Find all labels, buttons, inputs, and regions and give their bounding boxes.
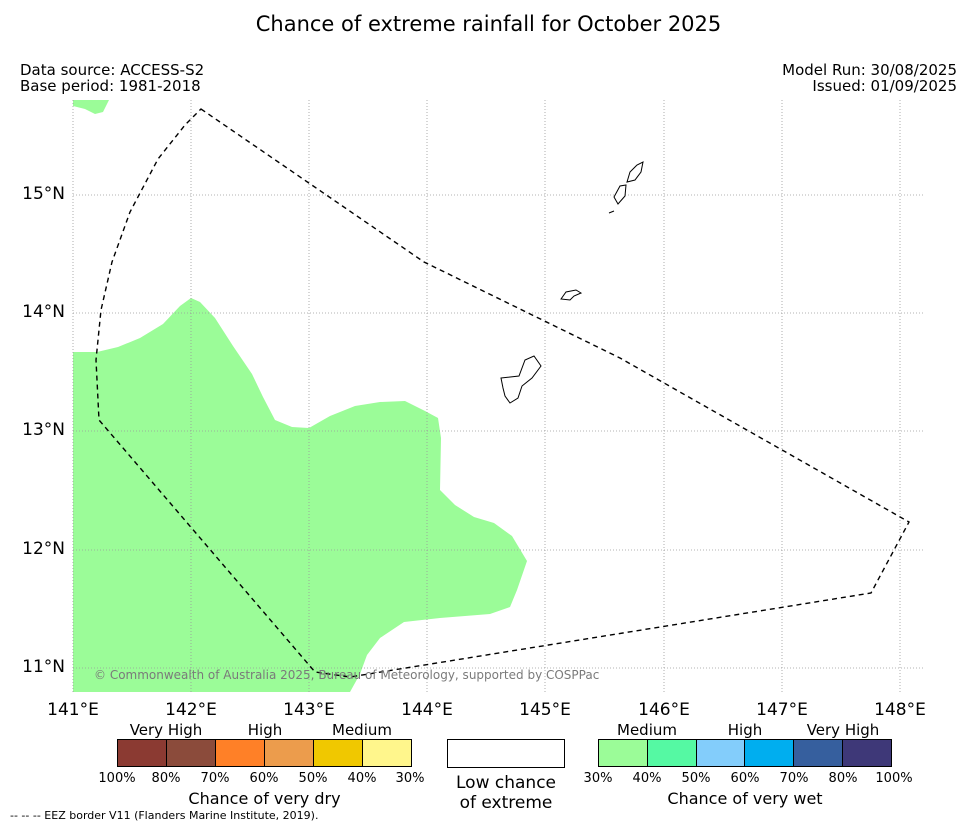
dry-tick: 40% [347,771,377,786]
wet-medium-header: Medium [617,721,677,739]
data-source-label: Data source: ACCESS-S2 [20,61,205,79]
wet-swatch [696,740,746,766]
dry-legend-title: Chance of very dry [188,789,341,808]
lon-label-142e: 142°E [165,700,217,720]
base-period-label: Base period: 1981-2018 [20,77,201,95]
wet-tick: 70% [779,771,809,786]
eez-border-note: -- -- -- EEZ border V11 (Flanders Marine… [10,809,319,822]
island-tinian [613,184,627,205]
dry-tick: 50% [298,771,328,786]
island-aguijan [608,210,615,214]
low-chance-swatch [447,739,565,768]
lon-label-144e: 144°E [401,700,453,720]
wet-tick: 40% [632,771,662,786]
wet-legend-title: Chance of very wet [667,789,823,808]
wet-region-main [73,298,527,692]
lon-label-143e: 143°E [283,700,335,720]
issued-label: Issued: 01/09/2025 [812,77,957,95]
wet-tick: 50% [681,771,711,786]
wet-tick: 30% [583,771,613,786]
dry-swatch [216,740,265,766]
lat-label-15n: 15°N [22,184,65,204]
dry-swatch [118,740,167,766]
lat-label-13n: 13°N [22,420,65,440]
model-run-label: Model Run: 30/08/2025 [782,61,957,79]
dry-medium-header: Medium [332,721,392,739]
dry-swatch [265,740,314,766]
wet-swatch [599,740,648,766]
lat-label-14n: 14°N [22,302,65,322]
dry-swatch [314,740,363,766]
wet-very-high-header: Very High [806,721,880,739]
dry-colorbar [117,739,412,767]
copyright-notice: © Commonwealth of Australia 2025, Bureau… [94,668,600,682]
map-title: Chance of extreme rainfall for October 2… [255,12,722,36]
wet-high-header: High [727,721,763,739]
lon-label-148e: 148°E [874,700,926,720]
island-rota [560,289,583,301]
data-source-info: Data source: ACCESS-S2 Base period: 1981… [20,62,204,94]
dry-very-high-header: Very High [129,721,203,739]
island-saipan [626,161,644,183]
dry-tick: 60% [249,771,279,786]
low-chance-line2: of extreme [459,793,553,813]
lat-label-11n: 11°N [22,657,65,677]
dry-swatch [167,740,216,766]
wet-swatch [745,740,795,766]
wet-region-corner [73,100,109,114]
wet-swatch [843,740,891,766]
dry-tick: 30% [395,771,425,786]
wet-tick: 80% [828,771,858,786]
wet-tick: 60% [730,771,760,786]
wet-tick: 100% [875,771,913,786]
lon-label-145e: 145°E [519,700,571,720]
wet-colorbar [598,739,892,767]
island-guam [500,355,542,404]
dry-tick: 100% [98,771,136,786]
graticule [72,100,924,692]
model-run-info: Model Run: 30/08/2025 Issued: 01/09/2025 [782,62,957,94]
wet-swatch [794,740,844,766]
wet-swatch [647,740,697,766]
lon-label-147e: 147°E [756,700,808,720]
dry-tick: 80% [151,771,181,786]
lat-label-12n: 12°N [22,539,65,559]
dry-tick: 70% [200,771,230,786]
low-chance-line1: Low chance [456,773,556,793]
lon-label-146e: 146°E [638,700,690,720]
dry-high-header: High [247,721,283,739]
lon-label-141e: 141°E [47,700,99,720]
low-chance-label: Low chance of extreme [430,773,582,813]
dry-swatch [363,740,411,766]
